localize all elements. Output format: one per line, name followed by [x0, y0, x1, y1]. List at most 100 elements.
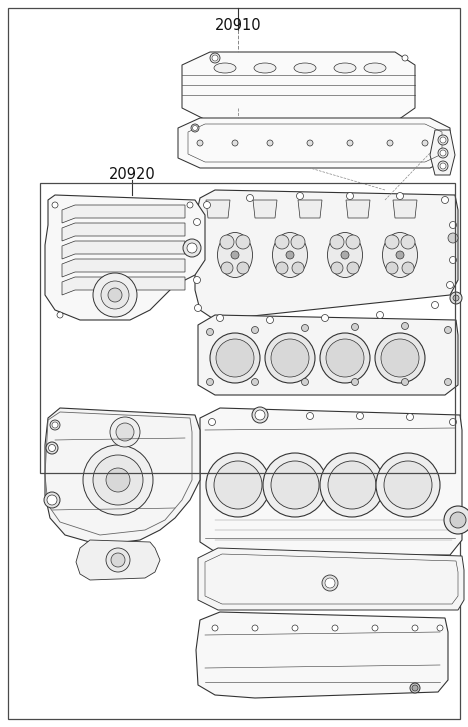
Circle shape [402, 262, 414, 274]
Circle shape [47, 495, 57, 505]
Circle shape [330, 235, 344, 249]
Circle shape [347, 262, 359, 274]
Circle shape [183, 239, 201, 257]
Circle shape [216, 339, 254, 377]
Circle shape [307, 140, 313, 146]
Circle shape [396, 193, 403, 199]
Circle shape [422, 140, 428, 146]
Circle shape [402, 55, 408, 61]
Circle shape [301, 379, 308, 385]
Circle shape [410, 683, 420, 693]
Circle shape [384, 461, 432, 509]
Circle shape [231, 251, 239, 259]
Circle shape [193, 246, 200, 254]
Circle shape [449, 257, 456, 263]
Circle shape [206, 453, 270, 517]
Circle shape [396, 251, 404, 259]
Circle shape [445, 326, 452, 334]
Circle shape [50, 420, 60, 430]
Circle shape [195, 305, 202, 311]
Ellipse shape [364, 63, 386, 73]
Circle shape [93, 273, 137, 317]
Circle shape [212, 55, 218, 61]
Circle shape [437, 625, 443, 631]
Circle shape [453, 295, 459, 301]
Circle shape [402, 379, 409, 385]
Circle shape [375, 333, 425, 383]
Circle shape [93, 455, 143, 505]
Polygon shape [182, 52, 415, 122]
Circle shape [191, 124, 199, 132]
Circle shape [267, 140, 273, 146]
Ellipse shape [382, 233, 417, 278]
Circle shape [320, 453, 384, 517]
Circle shape [291, 235, 305, 249]
Ellipse shape [218, 233, 253, 278]
Polygon shape [45, 195, 205, 320]
Circle shape [444, 506, 468, 534]
Circle shape [221, 262, 233, 274]
Circle shape [346, 193, 353, 199]
Circle shape [193, 276, 200, 284]
Circle shape [446, 281, 453, 289]
Text: 20910: 20910 [215, 18, 261, 33]
Circle shape [438, 161, 448, 171]
Ellipse shape [214, 63, 236, 73]
Circle shape [386, 262, 398, 274]
Circle shape [372, 625, 378, 631]
Polygon shape [206, 200, 230, 218]
Circle shape [232, 140, 238, 146]
Circle shape [286, 251, 294, 259]
Circle shape [247, 195, 254, 201]
Ellipse shape [272, 233, 307, 278]
Circle shape [412, 625, 418, 631]
Polygon shape [298, 200, 322, 218]
Circle shape [236, 235, 250, 249]
Circle shape [301, 324, 308, 332]
Circle shape [255, 410, 265, 420]
Circle shape [449, 419, 456, 425]
Circle shape [332, 625, 338, 631]
Circle shape [210, 53, 220, 63]
Circle shape [193, 219, 200, 225]
Circle shape [111, 553, 125, 567]
Polygon shape [178, 118, 450, 168]
Circle shape [214, 461, 262, 509]
Circle shape [192, 126, 197, 131]
Circle shape [325, 578, 335, 588]
Circle shape [108, 288, 122, 302]
Circle shape [351, 324, 358, 331]
Circle shape [251, 379, 258, 385]
Circle shape [376, 311, 383, 318]
Circle shape [376, 453, 440, 517]
Circle shape [265, 333, 315, 383]
Circle shape [402, 323, 409, 329]
Circle shape [297, 193, 304, 199]
Circle shape [252, 625, 258, 631]
Bar [40, 183, 455, 473]
Circle shape [450, 512, 466, 528]
Circle shape [347, 140, 353, 146]
Circle shape [431, 302, 439, 308]
Circle shape [206, 329, 213, 335]
Circle shape [438, 148, 448, 158]
Circle shape [220, 235, 234, 249]
Polygon shape [45, 408, 200, 545]
Circle shape [292, 262, 304, 274]
Circle shape [438, 135, 448, 145]
Circle shape [276, 262, 288, 274]
Circle shape [187, 243, 197, 253]
Circle shape [106, 468, 130, 492]
Circle shape [387, 140, 393, 146]
Polygon shape [253, 200, 277, 218]
Circle shape [331, 262, 343, 274]
Ellipse shape [294, 63, 316, 73]
Circle shape [197, 140, 203, 146]
Polygon shape [76, 540, 160, 580]
Circle shape [307, 412, 314, 419]
Circle shape [385, 235, 399, 249]
Circle shape [449, 222, 456, 228]
Circle shape [187, 202, 193, 208]
Circle shape [263, 453, 327, 517]
Circle shape [322, 315, 329, 321]
